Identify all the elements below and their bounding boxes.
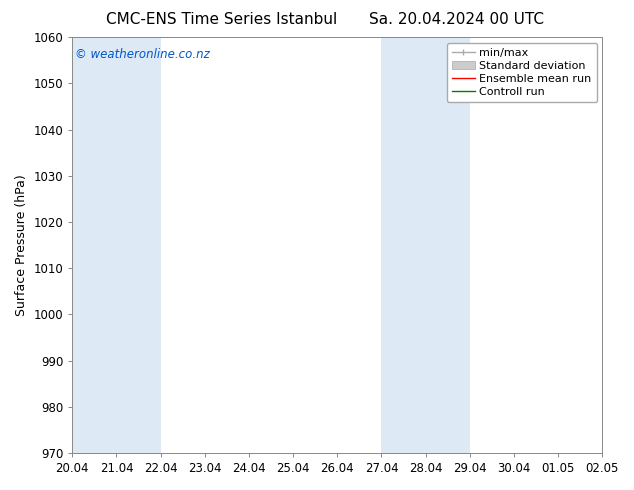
Bar (382, 37, 425, 453)
Bar (425, 37, 470, 453)
Text: CMC-ENS Time Series Istanbul: CMC-ENS Time Series Istanbul (107, 12, 337, 27)
Text: Sa. 20.04.2024 00 UTC: Sa. 20.04.2024 00 UTC (369, 12, 544, 27)
Bar (117, 37, 160, 453)
Bar (72, 37, 117, 453)
Text: © weatheronline.co.nz: © weatheronline.co.nz (75, 48, 210, 61)
Legend: min/max, Standard deviation, Ensemble mean run, Controll run: min/max, Standard deviation, Ensemble me… (447, 43, 597, 102)
Y-axis label: Surface Pressure (hPa): Surface Pressure (hPa) (15, 174, 28, 316)
